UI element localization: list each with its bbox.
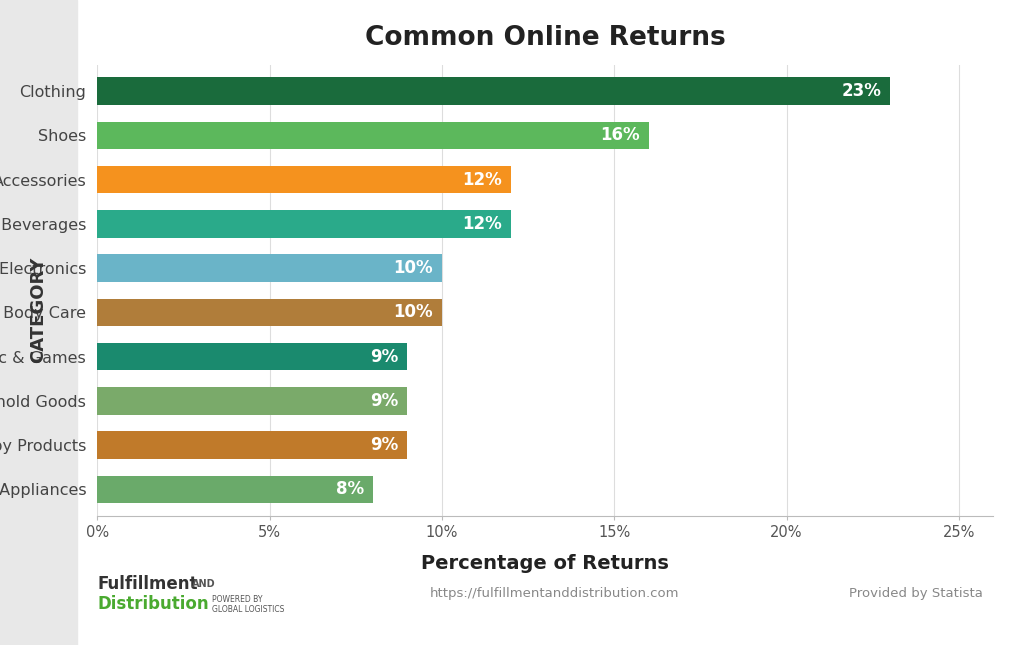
- Bar: [97, 299, 442, 326]
- Bar: [97, 166, 511, 194]
- Text: 12%: 12%: [463, 215, 502, 233]
- Bar: [97, 476, 373, 503]
- Text: 16%: 16%: [600, 126, 640, 144]
- Text: Provided by Statista: Provided by Statista: [849, 587, 983, 600]
- Title: Common Online Returns: Common Online Returns: [365, 25, 726, 51]
- Bar: [97, 77, 890, 104]
- Text: 9%: 9%: [371, 436, 398, 454]
- Bar: [97, 432, 408, 459]
- Text: 10%: 10%: [393, 259, 433, 277]
- X-axis label: Percentage of Returns: Percentage of Returns: [421, 554, 670, 573]
- Text: Distribution: Distribution: [97, 595, 209, 613]
- Text: 23%: 23%: [842, 82, 882, 100]
- Bar: [97, 122, 648, 149]
- Text: 12%: 12%: [463, 170, 502, 188]
- Text: 10%: 10%: [393, 303, 433, 321]
- Bar: [97, 254, 442, 282]
- Text: https://fulfillmentanddistribution.com: https://fulfillmentanddistribution.com: [430, 587, 680, 600]
- Text: 9%: 9%: [371, 392, 398, 410]
- Text: POWERED BY
GLOBAL LOGISTICS: POWERED BY GLOBAL LOGISTICS: [212, 595, 285, 614]
- Text: 9%: 9%: [371, 348, 398, 366]
- Text: CATEGORY: CATEGORY: [30, 257, 47, 362]
- Text: 8%: 8%: [336, 481, 365, 499]
- Text: AND: AND: [191, 579, 215, 589]
- Bar: [97, 210, 511, 237]
- Bar: [97, 343, 408, 370]
- Text: Fulfillment: Fulfillment: [97, 575, 198, 593]
- Bar: [97, 387, 408, 415]
